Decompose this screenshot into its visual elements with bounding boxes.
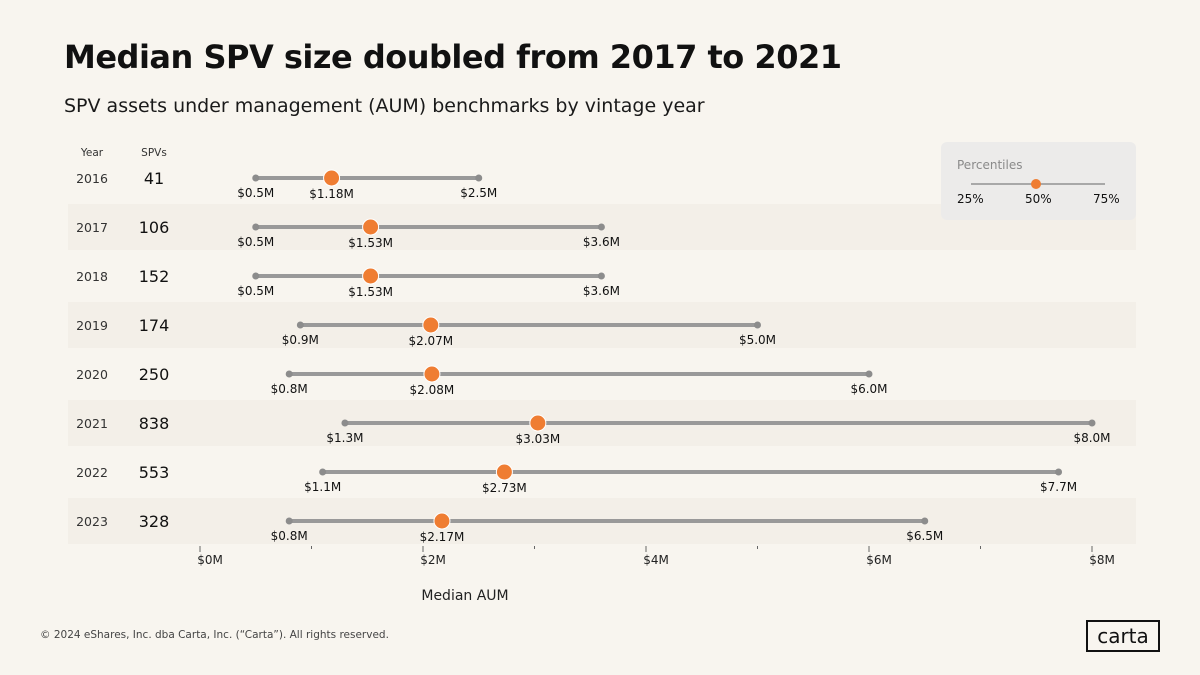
p25-marker [319, 468, 327, 476]
p75-marker [754, 321, 761, 329]
x-tick-label: $2M [420, 553, 446, 567]
p75-marker [597, 223, 605, 231]
p75-marker [921, 517, 929, 525]
p75-label: $6.0M [850, 382, 887, 396]
p25-marker [296, 321, 304, 329]
header-year: Year [80, 147, 104, 159]
percentile-legend: Percentiles 25% 50% 75% [941, 142, 1136, 220]
median-label: $2.07M [408, 334, 453, 348]
p25-label: $0.5M [237, 284, 274, 298]
row-spv-count: 553 [139, 463, 170, 482]
p75-label: $6.5M [906, 529, 943, 543]
p75-marker [597, 272, 605, 280]
p75-label: $8.0M [1073, 431, 1110, 445]
x-tick-label: $8M [1089, 553, 1115, 567]
median-label: $1.53M [348, 236, 393, 250]
row-year-label: 2020 [76, 367, 108, 382]
legend-title: Percentiles [957, 158, 1023, 172]
p25-marker [285, 517, 293, 525]
p25-label: $0.5M [237, 235, 274, 249]
p75-label: $3.6M [583, 284, 620, 298]
row-spv-count: 41 [144, 169, 164, 188]
row-year-label: 2023 [76, 514, 108, 529]
median-dot [422, 316, 440, 334]
p75-label: $2.5M [460, 186, 497, 200]
p75-marker [475, 174, 483, 182]
row-spv-count: 106 [139, 218, 170, 237]
header-spvs: SPVs [141, 147, 167, 159]
x-axis-label: Median AUM [421, 588, 508, 604]
p75-marker [1055, 468, 1063, 476]
p25-marker [252, 174, 260, 182]
p25-label: $0.5M [237, 186, 274, 200]
x-tick-label: $0M [197, 553, 223, 567]
median-label: $1.18M [309, 187, 354, 201]
row-spv-count: 328 [139, 512, 170, 531]
legend-label-p75: 75% [1093, 192, 1120, 206]
p25-label: $1.1M [304, 480, 341, 494]
p25-label: $0.8M [271, 382, 308, 396]
p25-marker [252, 272, 260, 280]
x-tick-label: $4M [643, 553, 669, 567]
row-spv-count: 152 [139, 267, 170, 286]
median-dot [423, 365, 441, 383]
copyright-footer: © 2024 eShares, Inc. dba Carta, Inc. (“C… [40, 629, 389, 641]
median-dot [362, 218, 380, 236]
p75-marker [865, 370, 873, 378]
median-label: $1.53M [348, 285, 393, 299]
p25-marker [285, 370, 293, 378]
p25-label: $0.8M [271, 529, 308, 543]
row-spv-count: 838 [139, 414, 170, 433]
row-spv-count: 250 [139, 365, 170, 384]
median-dot [433, 512, 451, 530]
row-year-label: 2019 [76, 318, 108, 333]
median-label: $2.17M [420, 530, 465, 544]
legend-median-dot [1031, 179, 1041, 189]
p25-marker [341, 419, 349, 427]
median-dot [529, 414, 547, 432]
p25-label: $0.9M [282, 333, 319, 347]
median-dot [495, 463, 513, 481]
row-spv-count: 174 [139, 316, 170, 335]
p25-marker [252, 223, 260, 231]
chart-title: Median SPV size doubled from 2017 to 202… [64, 38, 842, 76]
p75-marker [1088, 419, 1096, 427]
p25-label: $1.3M [326, 431, 363, 445]
median-label: $2.08M [410, 383, 455, 397]
row-year-label: 2017 [76, 220, 108, 235]
row-year-label: 2018 [76, 269, 108, 284]
p75-label: $5.0M [739, 333, 776, 347]
median-dot [323, 169, 341, 187]
median-label: $3.03M [515, 432, 560, 446]
chart-subtitle: SPV assets under management (AUM) benchm… [64, 95, 705, 117]
carta-logo: carta [1086, 620, 1160, 652]
median-label: $2.73M [482, 481, 527, 495]
p75-label: $3.6M [583, 235, 620, 249]
p75-label: $7.7M [1040, 480, 1077, 494]
row-year-label: 2022 [76, 465, 108, 480]
row-year-label: 2016 [76, 171, 108, 186]
legend-label-p25: 25% [957, 192, 984, 206]
x-tick-label: $6M [866, 553, 892, 567]
median-dot [362, 267, 380, 285]
row-year-label: 2021 [76, 416, 108, 431]
legend-label-p50: 50% [1025, 192, 1052, 206]
